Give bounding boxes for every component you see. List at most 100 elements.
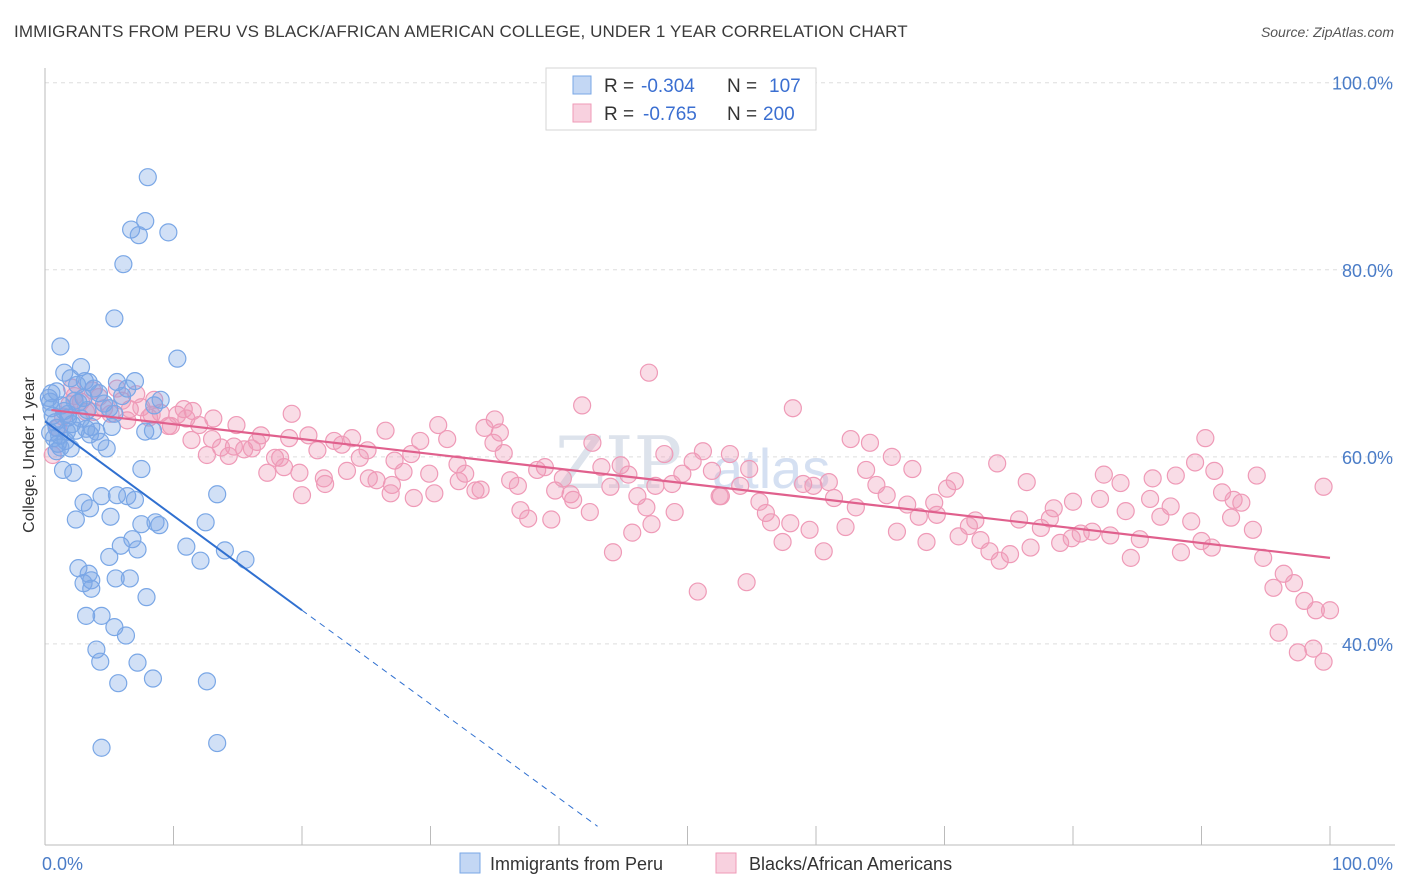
point-blacks-159 [1017, 473, 1036, 492]
point-blacks-202 [382, 475, 402, 495]
y-tick-label-100: 100.0% [1332, 74, 1393, 94]
point-blacks-179 [580, 502, 599, 522]
point-blacks-166 [860, 433, 880, 452]
point-peru-73 [92, 606, 111, 625]
point-peru-103 [47, 442, 66, 461]
point-peru-40 [102, 417, 121, 437]
point-peru-32 [89, 384, 109, 403]
point-peru-26 [61, 369, 80, 388]
point-blacks-139 [1284, 574, 1304, 593]
point-peru-58 [150, 516, 169, 535]
chart-title: IMMIGRANTS FROM PERU VS BLACK/AFRICAN AM… [14, 22, 908, 41]
point-blacks-123 [1121, 548, 1140, 567]
point-blacks-36 [290, 463, 309, 482]
point-blacks-85 [731, 476, 750, 495]
point-blacks-152 [1185, 453, 1205, 472]
point-peru-54 [128, 540, 147, 559]
point-blacks-68 [573, 396, 592, 415]
point-peru-90 [107, 372, 127, 392]
point-blacks-148 [1247, 466, 1266, 485]
point-blacks-53 [438, 429, 457, 449]
y-tick-label-60: 60.0% [1342, 448, 1393, 468]
legend-n-label-1: N = [727, 76, 757, 97]
point-blacks-144 [1288, 643, 1307, 662]
point-peru-98 [118, 379, 137, 398]
point-blacks-170 [781, 514, 800, 533]
point-peru-28 [71, 357, 91, 377]
point-blacks-105 [937, 479, 957, 498]
point-blacks-190 [337, 461, 357, 480]
point-blacks-44 [358, 441, 377, 460]
point-peru-61 [208, 485, 227, 504]
point-peru-87 [151, 390, 170, 409]
point-blacks-90 [783, 399, 802, 418]
point-blacks-115 [1040, 509, 1059, 528]
point-blacks-185 [449, 472, 468, 491]
point-blacks-95 [836, 517, 855, 537]
point-peru-67 [79, 564, 98, 583]
point-blacks-150 [1205, 461, 1224, 480]
point-blacks-71 [601, 477, 620, 496]
point-peru-42 [64, 463, 83, 482]
point-peru-91 [114, 255, 133, 274]
point-blacks-66 [553, 469, 572, 488]
point-blacks-146 [1320, 601, 1340, 620]
point-blacks-204 [174, 400, 193, 419]
point-peru-62 [215, 541, 234, 560]
point-blacks-201 [485, 410, 504, 429]
point-blacks-154 [1143, 469, 1162, 488]
y-tick-labels: 40.0% 60.0% 80.0% 100.0% [1332, 74, 1393, 655]
point-peru-47 [101, 507, 120, 526]
point-blacks-183 [494, 444, 513, 463]
point-blacks-198 [161, 416, 181, 436]
point-blacks-89 [773, 532, 792, 552]
point-blacks-147 [1314, 477, 1333, 496]
point-blacks-121 [1101, 526, 1120, 545]
point-peru-75 [116, 626, 136, 645]
point-blacks-61 [508, 476, 527, 495]
point-blacks-178 [603, 543, 623, 562]
point-peru-38 [91, 432, 110, 451]
legend-swatch-blacks [572, 103, 592, 123]
point-blacks-39 [316, 474, 335, 494]
point-peru-11 [47, 382, 66, 401]
point-blacks-184 [471, 480, 490, 499]
point-peru-63 [236, 550, 255, 569]
point-blacks-120 [1090, 489, 1110, 509]
point-blacks-182 [511, 501, 530, 520]
point-blacks-176 [642, 515, 661, 534]
point-blacks-164 [903, 459, 922, 479]
point-blacks-55 [456, 464, 475, 483]
point-blacks-56 [466, 481, 485, 500]
legend-r-value-1: -0.304 [641, 76, 695, 97]
point-blacks-153 [1166, 466, 1185, 485]
point-peru-89 [105, 309, 124, 328]
point-blacks-86 [740, 459, 759, 479]
point-blacks-173 [710, 487, 729, 506]
point-blacks-155 [1116, 502, 1135, 521]
point-blacks-192 [292, 486, 312, 505]
point-blacks-110 [990, 551, 1009, 570]
point-blacks-77 [655, 444, 674, 464]
point-blacks-129 [1182, 512, 1201, 531]
point-blacks-38 [308, 441, 327, 460]
point-peru-69 [106, 569, 125, 588]
legend-r-label-2: R = [604, 104, 634, 125]
point-blacks-109 [980, 542, 999, 561]
point-blacks-193 [271, 448, 290, 467]
point-peru-39 [97, 439, 116, 458]
point-blacks-174 [688, 582, 707, 601]
point-blacks-35 [282, 404, 301, 423]
point-blacks-128 [1171, 543, 1191, 562]
point-blacks-102 [909, 507, 928, 526]
point-blacks-160 [988, 454, 1007, 473]
point-peru-79 [143, 669, 163, 688]
point-blacks-43 [350, 448, 369, 467]
point-blacks-81 [693, 442, 713, 461]
point-blacks-200 [639, 363, 659, 382]
point-peru-96 [159, 223, 178, 242]
point-blacks-181 [542, 510, 561, 529]
point-peru-52 [123, 530, 142, 549]
point-peru-71 [137, 588, 156, 607]
